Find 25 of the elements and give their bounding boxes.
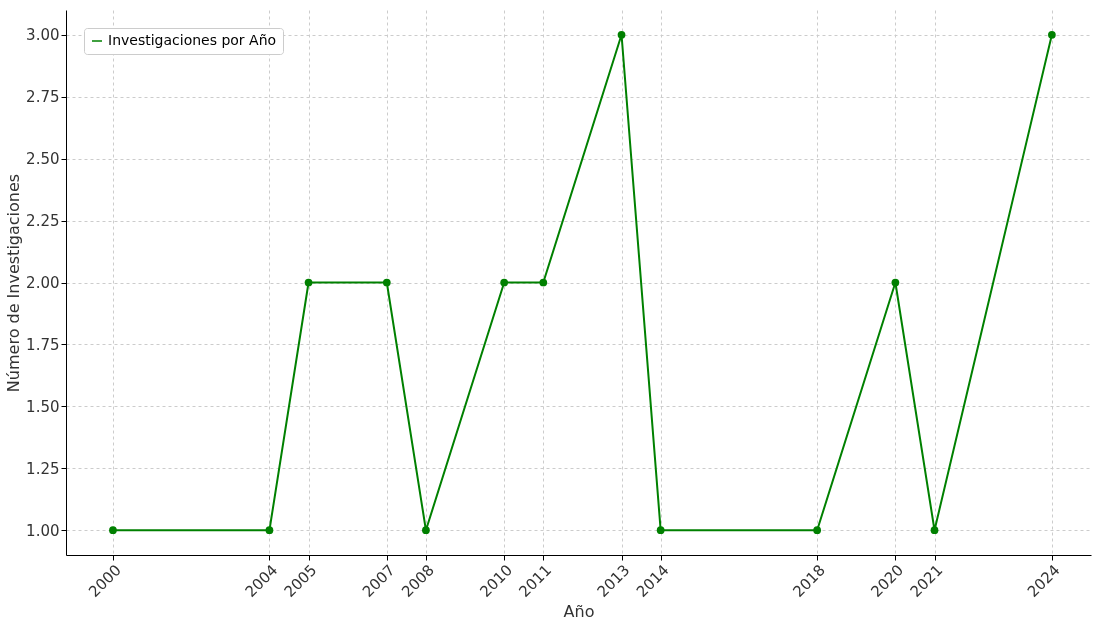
point: [891, 278, 900, 287]
y-tick-label: 1.00: [26, 521, 60, 540]
y-tick-label: 2.25: [26, 212, 60, 231]
point: [265, 526, 274, 535]
y-tick-label: 1.25: [26, 459, 60, 478]
point: [422, 526, 430, 535]
y-tick-label: 2.50: [26, 150, 60, 169]
point: [109, 526, 117, 535]
y-axis-title: Número de Investigaciones: [4, 173, 24, 393]
point: [539, 278, 548, 287]
point: [930, 526, 939, 535]
y-tick-label: 3.00: [26, 26, 60, 45]
point: [656, 526, 665, 535]
point: [304, 278, 313, 287]
x-axis-title: Año: [563, 602, 595, 622]
point: [382, 278, 391, 287]
y-tick-label: 1.50: [26, 397, 60, 416]
y-tick-label: 1.75: [26, 335, 60, 354]
point: [617, 30, 626, 39]
y-tick-label: 2.75: [26, 88, 60, 107]
point: [1048, 30, 1056, 39]
y-tick-label: 2.00: [26, 274, 60, 292]
point: [813, 526, 822, 535]
point: [500, 278, 509, 287]
legend-label: Investigaciones por Año: [108, 32, 277, 48]
